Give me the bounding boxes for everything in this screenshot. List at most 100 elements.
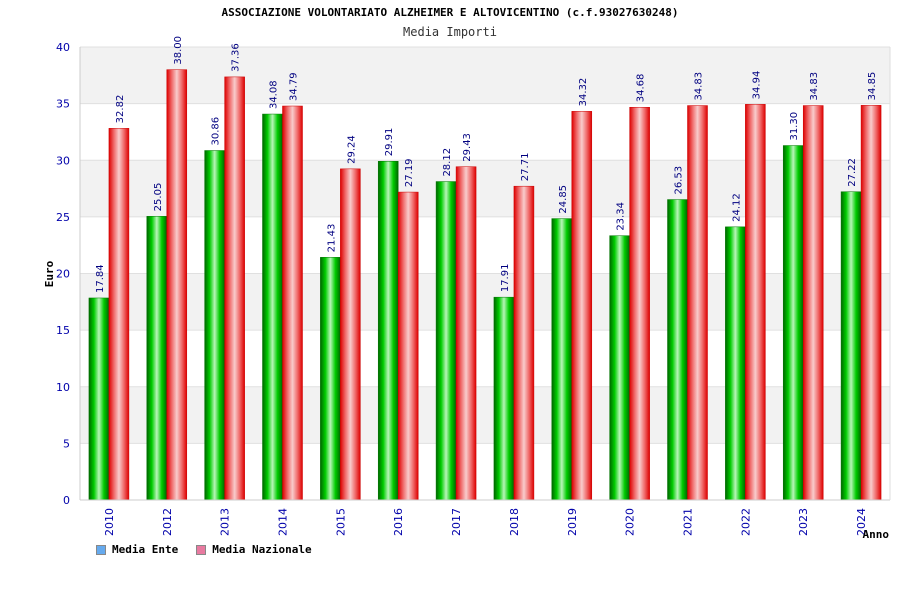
bar-media-ente	[320, 257, 341, 501]
bar-media-nazionale	[860, 105, 882, 501]
bar-media-ente	[146, 216, 168, 501]
x-tick-label: 2024	[855, 508, 868, 536]
bar-value-label: 34.85	[867, 72, 878, 101]
bar-media-nazionale	[571, 111, 593, 501]
bar-media-nazionale	[397, 191, 419, 501]
bar-media-ente	[609, 235, 630, 501]
y-tick-label: 35	[56, 98, 70, 111]
bar-value-label: 28.12	[442, 148, 453, 177]
y-tick-label: 0	[63, 494, 70, 507]
plot-band	[80, 103, 890, 161]
plot-band	[80, 273, 890, 331]
y-tick-label: 30	[56, 154, 70, 167]
x-tick-label: 2013	[219, 508, 232, 536]
bar-media-nazionale	[629, 106, 650, 501]
bar-value-label: 34.79	[289, 72, 300, 101]
y-axis-label: Euro	[43, 260, 56, 287]
legend-item-media-nazionale: Media Nazionale	[196, 543, 312, 556]
x-tick-label: 2015	[334, 508, 347, 536]
x-tick-label: 2021	[682, 508, 695, 536]
bar-value-label: 37.36	[231, 43, 242, 72]
legend-swatch-icon	[196, 544, 207, 555]
x-tick-label: 2012	[161, 508, 174, 536]
bar-media-nazionale	[745, 104, 766, 501]
plot-band	[80, 216, 890, 274]
plot-band	[80, 386, 890, 444]
bar-media-nazionale	[802, 105, 824, 501]
x-tick-labels: 2010 2012 2013 2014 2015 2016 2017 2018 2019 2020…	[103, 508, 868, 536]
bar-value-label: 29.91	[384, 128, 395, 157]
bar-media-nazionale	[282, 105, 303, 501]
bar-media-ente	[840, 191, 862, 501]
bar-value-label: 31.30	[789, 112, 800, 141]
legend: Media Ente Media Nazionale	[96, 543, 312, 556]
bar-value-label: 27.71	[520, 153, 531, 182]
bar-value-labels: 17.84 32.82 25.05 38.00 30.86 37.36 34.08 34.79…	[95, 36, 878, 293]
plot-band	[80, 330, 890, 387]
x-tick-label: 2016	[392, 508, 405, 536]
bar-value-label: 27.22	[847, 158, 858, 187]
bar-media-ente	[204, 150, 225, 501]
bar-value-label: 30.86	[211, 117, 222, 146]
x-tick-label: 2020	[624, 508, 637, 536]
chart-title: ASSOCIAZIONE VOLONTARIATO ALZHEIMER E AL…	[221, 6, 679, 19]
bar-media-ente	[493, 296, 515, 501]
bar-value-label: 17.91	[500, 264, 511, 293]
bar-value-label: 23.34	[616, 202, 627, 231]
bars	[88, 69, 882, 501]
bar-media-ente	[377, 161, 399, 501]
bar-value-label: 29.43	[462, 133, 473, 162]
x-tick-label: 2019	[566, 508, 579, 536]
bar-value-label: 34.68	[636, 74, 647, 103]
x-tick-label: 2014	[277, 508, 290, 536]
y-tick-label: 10	[56, 381, 70, 394]
legend-item-media-ente: Media Ente	[96, 543, 178, 556]
bar-value-label: 24.12	[731, 193, 742, 222]
y-tick-labels: 0 5 10 15 20 25 30 35 40	[56, 41, 70, 507]
bar-media-ente	[725, 226, 746, 501]
bar-value-label: 34.94	[751, 71, 762, 100]
y-tick-label: 25	[56, 211, 70, 224]
bar-value-label: 34.32	[578, 78, 589, 107]
bar-media-nazionale	[455, 166, 477, 501]
y-tick-label: 40	[56, 41, 70, 54]
y-tick-label: 20	[56, 268, 70, 281]
bar-media-ente	[782, 145, 804, 501]
bar-value-label: 34.83	[809, 72, 820, 101]
y-tick-label: 15	[56, 324, 70, 337]
bar-value-label: 29.24	[346, 135, 357, 164]
x-tick-label: 2017	[450, 508, 463, 536]
bar-media-ente	[435, 181, 457, 501]
bar-media-ente	[88, 297, 110, 501]
legend-swatch-icon	[96, 544, 106, 555]
bar-media-ente	[667, 199, 688, 501]
x-tick-label: 2010	[103, 508, 116, 536]
bar-value-label: 32.82	[115, 95, 126, 124]
bar-media-nazionale	[108, 128, 130, 501]
x-tick-label: 2023	[797, 508, 810, 536]
legend-label: Media Nazionale	[212, 543, 312, 556]
y-tick-label: 5	[63, 437, 70, 450]
bar-value-label: 24.85	[558, 185, 569, 214]
bar-value-label: 34.08	[269, 80, 280, 109]
bar-media-nazionale	[166, 69, 188, 501]
x-axis-label: Anno	[863, 528, 890, 541]
x-tick-label: 2018	[508, 508, 521, 536]
bar-value-label: 26.53	[674, 166, 685, 195]
chart-subtitle: Media Importi	[403, 25, 497, 39]
bar-media-ente	[551, 218, 573, 501]
bar-media-nazionale	[687, 105, 708, 501]
bar-value-label: 25.05	[153, 183, 164, 212]
bar-value-label: 38.00	[173, 36, 184, 65]
legend-label: Media Ente	[112, 543, 179, 556]
plot-band	[80, 443, 890, 500]
x-tick-label: 2022	[739, 508, 752, 536]
bar-value-label: 27.19	[404, 158, 415, 187]
bar-media-ente	[262, 113, 283, 501]
axes	[79, 47, 891, 501]
bar-value-label: 21.43	[326, 224, 337, 253]
bar-media-nazionale	[340, 168, 361, 501]
bar-value-label: 17.84	[95, 264, 106, 293]
plot-band	[80, 47, 890, 104]
